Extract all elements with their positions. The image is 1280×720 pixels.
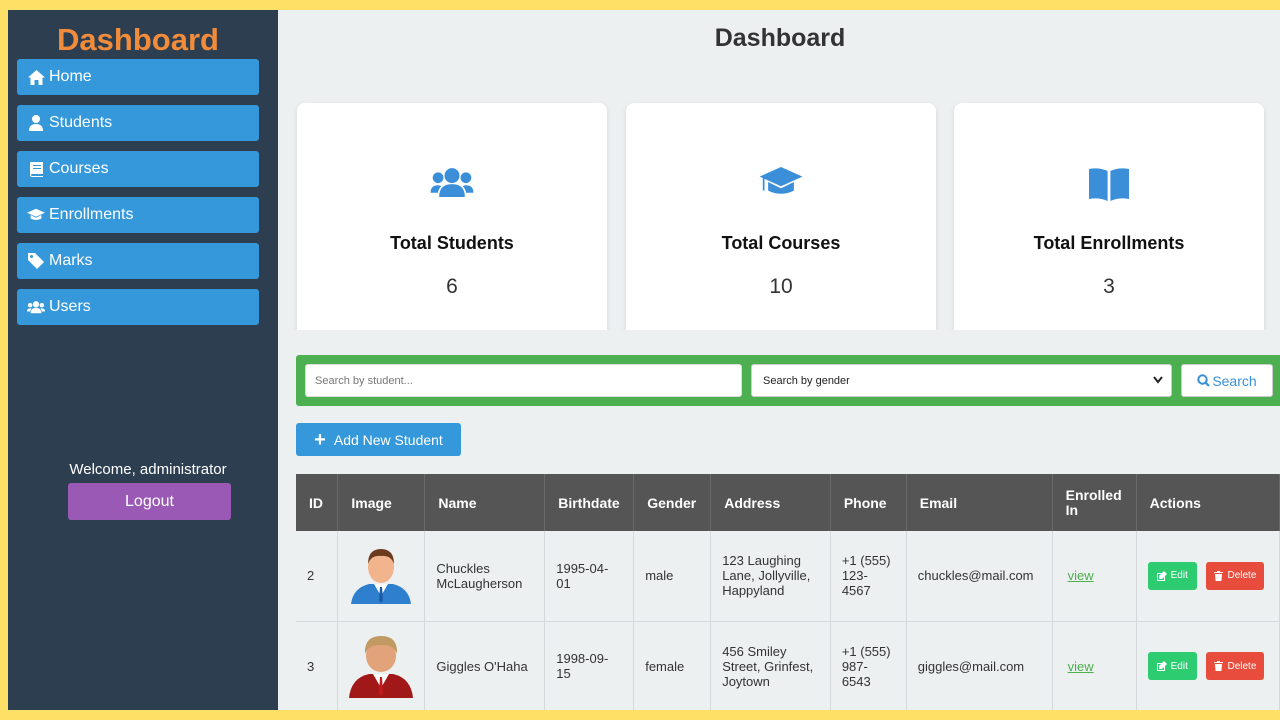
cell-id: 2	[296, 531, 339, 622]
edit-label: Edit	[1170, 570, 1188, 582]
chevron-down-icon	[1153, 376, 1163, 384]
cell-name: Chuckles McLaugherson	[424, 531, 546, 622]
cell-phone: +1 (555) 123-4567	[830, 531, 907, 622]
cell-gender: female	[633, 621, 712, 710]
search-input[interactable]: Search by student...	[305, 364, 742, 397]
stats-section: Dashboard Total Students 6 Total Courses…	[278, 10, 1272, 343]
cell-enrolled: view	[1052, 531, 1137, 622]
cell-phone: +1 (555) 987-6543	[830, 621, 907, 710]
sidebar-item-label: Students	[49, 114, 113, 131]
edit-button[interactable]: Edit	[1147, 561, 1197, 590]
graduation-cap-icon	[27, 207, 45, 223]
brand-title: Dashboard	[57, 22, 219, 57]
sidebar-item-label: Users	[49, 298, 91, 315]
cell-actions: Edit Delete	[1136, 621, 1280, 710]
column-header: Address	[710, 474, 831, 531]
cell-actions: Edit Delete	[1136, 531, 1280, 622]
view-enrollments-link[interactable]: view	[1067, 568, 1094, 584]
search-icon	[1197, 374, 1211, 387]
search-button-label: Search	[1212, 372, 1257, 389]
gender-select-value: Search by gender	[763, 374, 850, 387]
sidebar-item-label: Marks	[49, 252, 93, 269]
edit-button[interactable]: Edit	[1147, 652, 1197, 680]
stat-card-students: Total Students 6	[297, 103, 607, 343]
table-row: 2 Chuckles McLaugherson 1995-04-01 male …	[296, 531, 1280, 622]
sidebar-item-label: Enrollments	[49, 206, 134, 223]
add-student-label: Add New Student	[333, 431, 443, 448]
add-student-button[interactable]: + Add New Student	[296, 423, 461, 456]
cell-address: 123 Laughing Lane, Jollyville, Happyland	[710, 531, 831, 622]
column-header: Phone	[830, 474, 907, 531]
column-header: Image	[337, 474, 426, 531]
sidebar-item-label: Home	[49, 68, 92, 85]
column-header: Email	[906, 474, 1053, 531]
sidebar-item-marks[interactable]: Marks	[17, 243, 259, 279]
column-header: Enrolled In	[1052, 474, 1137, 531]
cell-gender: male	[633, 531, 712, 622]
cell-image	[337, 531, 426, 622]
column-header: Name	[424, 474, 546, 531]
male-avatar-icon	[351, 549, 412, 605]
stat-card-title: Total Courses	[721, 233, 841, 253]
gender-select[interactable]: Search by gender	[751, 364, 1172, 397]
page-title: Dashboard	[714, 24, 846, 52]
cell-id: 3	[296, 621, 339, 710]
graduation-cap-icon	[626, 167, 936, 197]
users-icon	[297, 167, 607, 197]
search-button[interactable]: Search	[1181, 364, 1273, 397]
trash-icon	[1214, 570, 1224, 581]
open-book-icon	[954, 167, 1264, 201]
sidebar-item-students[interactable]: Students	[17, 105, 259, 141]
home-icon	[27, 69, 45, 85]
sidebar-nav: Home Students Courses Enrollments Marks	[17, 59, 259, 335]
female-avatar-icon	[349, 635, 414, 698]
stat-card-value: 3	[1103, 275, 1115, 298]
cell-image	[337, 621, 426, 710]
cell-name: Giggles O'Haha	[424, 621, 546, 710]
delete-button[interactable]: Delete	[1206, 652, 1265, 680]
sidebar-item-home[interactable]: Home	[17, 59, 259, 95]
users-icon	[27, 299, 45, 315]
table-row: 3 Giggles O'Haha 1998-09-15 female 456 S…	[296, 621, 1280, 710]
main-content: Dashboard Total Students 6 Total Courses…	[278, 10, 1280, 710]
delete-label: Delete	[1227, 660, 1257, 672]
table-header-row: ID Image Name Birthdate Gender Address P…	[296, 474, 1280, 531]
search-bar: Search by student... Search by gender Se…	[296, 355, 1280, 406]
column-header: Gender	[633, 474, 712, 531]
sidebar-item-enrollments[interactable]: Enrollments	[17, 197, 259, 233]
delete-button[interactable]: Delete	[1206, 561, 1265, 590]
stat-card-title: Total Students	[390, 233, 514, 253]
welcome-text: Welcome, administrator	[69, 461, 227, 478]
stat-card-value: 10	[769, 275, 793, 298]
trash-icon	[1214, 661, 1224, 671]
plus-icon: +	[314, 428, 326, 451]
cell-email: giggles@mail.com	[906, 621, 1053, 710]
cell-address: 456 Smiley Street, Grinfest, Joytown	[710, 621, 831, 710]
cell-birthdate: 1998-09-15	[544, 621, 635, 710]
sidebar-item-label: Courses	[49, 160, 109, 177]
edit-icon	[1156, 661, 1167, 671]
logout-button[interactable]: Logout	[68, 483, 231, 520]
tag-icon	[27, 253, 45, 269]
students-table: ID Image Name Birthdate Gender Address P…	[296, 474, 1280, 710]
stat-card-value: 6	[446, 275, 458, 298]
column-header: ID	[296, 474, 339, 531]
edit-icon	[1156, 570, 1167, 581]
view-enrollments-link[interactable]: view	[1067, 658, 1094, 674]
delete-label: Delete	[1227, 570, 1257, 582]
column-header: Actions	[1136, 474, 1280, 531]
sidebar-item-users[interactable]: Users	[17, 289, 259, 325]
book-icon	[27, 161, 45, 177]
edit-label: Edit	[1170, 660, 1188, 672]
cell-enrolled: view	[1052, 621, 1137, 710]
column-header: Birthdate	[544, 474, 635, 531]
stat-card-title: Total Enrollments	[1033, 233, 1185, 253]
cell-email: chuckles@mail.com	[906, 531, 1053, 622]
sidebar-item-courses[interactable]: Courses	[17, 151, 259, 187]
stat-card-courses: Total Courses 10	[626, 103, 936, 343]
sidebar: Dashboard Home Students Courses Enrollme…	[8, 10, 278, 710]
stat-card-enrollments: Total Enrollments 3	[954, 103, 1264, 343]
user-icon	[27, 115, 45, 131]
cell-birthdate: 1995-04-01	[544, 531, 635, 622]
